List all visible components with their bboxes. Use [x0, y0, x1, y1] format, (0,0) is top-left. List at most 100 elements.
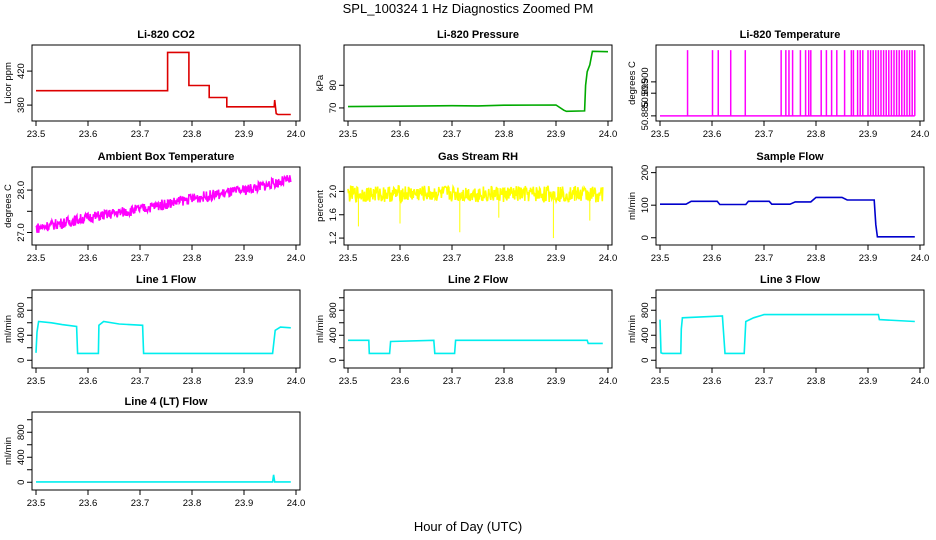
series-line: [659, 313, 915, 355]
panel-line1: Line 1 Flow ml/min 23.5 23.6 23.7 23.8 23.9 24.…: [3, 274, 305, 387]
series-line: [35, 174, 292, 233]
x-tick-label: 23.7: [131, 253, 150, 264]
y-tick-label: 200: [640, 165, 651, 181]
x-tick-label: 23.7: [755, 129, 774, 140]
x-tick-label: 23.5: [651, 253, 670, 264]
y-tick-label: 50.895: [640, 79, 651, 108]
panel-title: Line 1 Flow: [136, 274, 196, 286]
plot-frame: [31, 289, 301, 369]
y-axis-label: percent: [315, 190, 326, 222]
series-line: [36, 474, 291, 483]
y-axis-label: ml/min: [3, 437, 14, 465]
x-tick-label: 23.8: [495, 129, 514, 140]
series-line2: [348, 339, 603, 355]
x-tick-label: 24.0: [599, 253, 618, 264]
panel-pressure: Li-820 Pressure kPa 23.5 23.6 23.7 23.8 23.9 24…: [315, 29, 617, 140]
y-tick-label: 100: [640, 197, 651, 213]
x-tick-label: 23.5: [27, 376, 46, 387]
x-tick-label: 23.9: [547, 129, 566, 140]
plot-frame: [343, 289, 613, 369]
series-line4: [36, 474, 291, 483]
x-tick-label: 23.5: [27, 498, 46, 509]
x-tick-label: 23.8: [183, 253, 202, 264]
x-tick-label: 23.6: [703, 129, 722, 140]
x-tick-label: 23.6: [391, 253, 410, 264]
x-tick-label: 23.5: [651, 129, 670, 140]
figure-title: SPL_100324 1 Hz Diagnostics Zoomed PM: [343, 1, 594, 16]
plot-frame: [31, 411, 301, 491]
x-tick-label: 23.7: [131, 498, 150, 509]
y-tick-label: 50.900: [640, 67, 651, 96]
x-tick-label: 23.5: [339, 253, 358, 264]
panel-title: Li-820 Temperature: [740, 29, 841, 41]
panel-ambient: Ambient Box Temperature degrees C 23.5 23.6…: [3, 151, 305, 264]
y-tick-label: 80: [328, 80, 339, 91]
x-tick-label: 23.8: [183, 129, 202, 140]
x-tick-label: 24.0: [911, 376, 930, 387]
panel-title: Sample Flow: [756, 151, 824, 163]
series-line3: [659, 313, 915, 355]
y-tick-label: 400: [16, 449, 27, 465]
y-tick-label: 27.0: [16, 223, 27, 242]
panel-sampleflow: Sample Flow ml/min 23.5 23.6 23.7 23.8 23.9 24.…: [627, 151, 929, 264]
x-tick-label: 23.6: [79, 253, 98, 264]
x-tick-label: 23.7: [755, 253, 774, 264]
plot-frame: [655, 166, 925, 246]
x-tick-label: 23.8: [495, 253, 514, 264]
panel-title: Li-820 Pressure: [437, 29, 519, 41]
series-line: [347, 50, 609, 113]
panel-title: Line 4 (LT) Flow: [125, 396, 208, 408]
x-tick-label: 24.0: [911, 253, 930, 264]
panel-grid: Li-820 CO2 Licor ppm 23.5 23.6 23.7 23.8 23.9 2…: [3, 29, 929, 509]
y-tick-label: 0: [16, 358, 27, 363]
y-tick-label: 400: [328, 327, 339, 343]
panel-title: Line 3 Flow: [760, 274, 820, 286]
x-tick-label: 24.0: [287, 498, 306, 509]
x-tick-label: 24.0: [911, 129, 930, 140]
series-line: [348, 339, 603, 355]
plot-frame: [343, 166, 613, 246]
x-tick-label: 23.9: [547, 376, 566, 387]
x-tick-label: 23.8: [807, 253, 826, 264]
series-co2: [36, 51, 291, 116]
series-line: [35, 320, 291, 355]
x-tick-label: 23.6: [391, 376, 410, 387]
x-tick-label: 23.9: [235, 253, 254, 264]
x-tick-label: 23.8: [183, 498, 202, 509]
x-tick-label: 23.5: [339, 129, 358, 140]
plot-frame: [31, 44, 301, 122]
plot-frame: [655, 44, 925, 122]
figure-xlabel: Hour of Day (UTC): [414, 519, 522, 534]
series-line: [36, 51, 291, 116]
x-tick-label: 23.9: [235, 376, 254, 387]
y-tick-label: 2.0: [328, 185, 339, 198]
series-line1: [35, 320, 291, 355]
series-sampleflow: [660, 196, 915, 238]
y-tick-label: 50.885: [640, 101, 651, 130]
panel-rh: Gas Stream RH percent 23.5 23.6 23.7 23.8 23.9…: [315, 151, 617, 264]
y-tick-label: 0: [640, 235, 651, 240]
y-tick-label: 0: [16, 480, 27, 485]
x-tick-label: 23.6: [703, 376, 722, 387]
x-tick-label: 23.9: [235, 498, 254, 509]
x-tick-label: 23.9: [547, 253, 566, 264]
plot-frame: [31, 166, 301, 246]
x-tick-label: 23.9: [859, 253, 878, 264]
y-axis-label: degrees C: [627, 61, 638, 105]
x-tick-label: 23.8: [807, 129, 826, 140]
x-tick-label: 24.0: [287, 253, 306, 264]
y-axis-label: degrees C: [3, 184, 14, 228]
y-tick-label: 400: [640, 327, 651, 343]
panel-title: Line 2 Flow: [448, 274, 508, 286]
x-tick-label: 23.7: [131, 376, 150, 387]
x-tick-label: 23.9: [235, 129, 254, 140]
x-tick-label: 23.7: [443, 253, 462, 264]
y-axis-label: ml/min: [627, 192, 638, 220]
panel-line4: Line 4 (LT) Flow ml/min 23.5 23.6 23.7 23.8 23…: [3, 396, 305, 509]
x-tick-label: 23.5: [339, 376, 358, 387]
x-tick-label: 24.0: [599, 376, 618, 387]
y-axis-label: Licor ppm: [3, 62, 14, 104]
series-li820temp: [660, 50, 916, 117]
x-tick-label: 24.0: [287, 129, 306, 140]
